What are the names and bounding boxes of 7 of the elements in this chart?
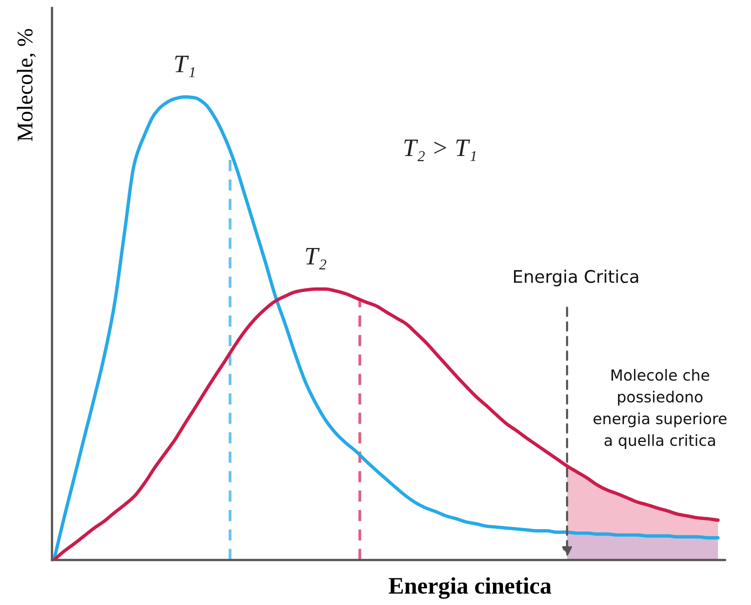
series-label: T₂	[306, 248, 326, 270]
x-axis-title: Energia cinetica	[388, 577, 552, 599]
annotation: Energia Critica	[514, 270, 638, 286]
annotation: Molecole che possiedono energia superiore a quella critica	[594, 368, 726, 450]
annotation: T₂ > T₁	[404, 140, 476, 162]
series-label: T₁	[175, 56, 194, 78]
y-axis-title: Molecole, %	[16, 28, 36, 142]
